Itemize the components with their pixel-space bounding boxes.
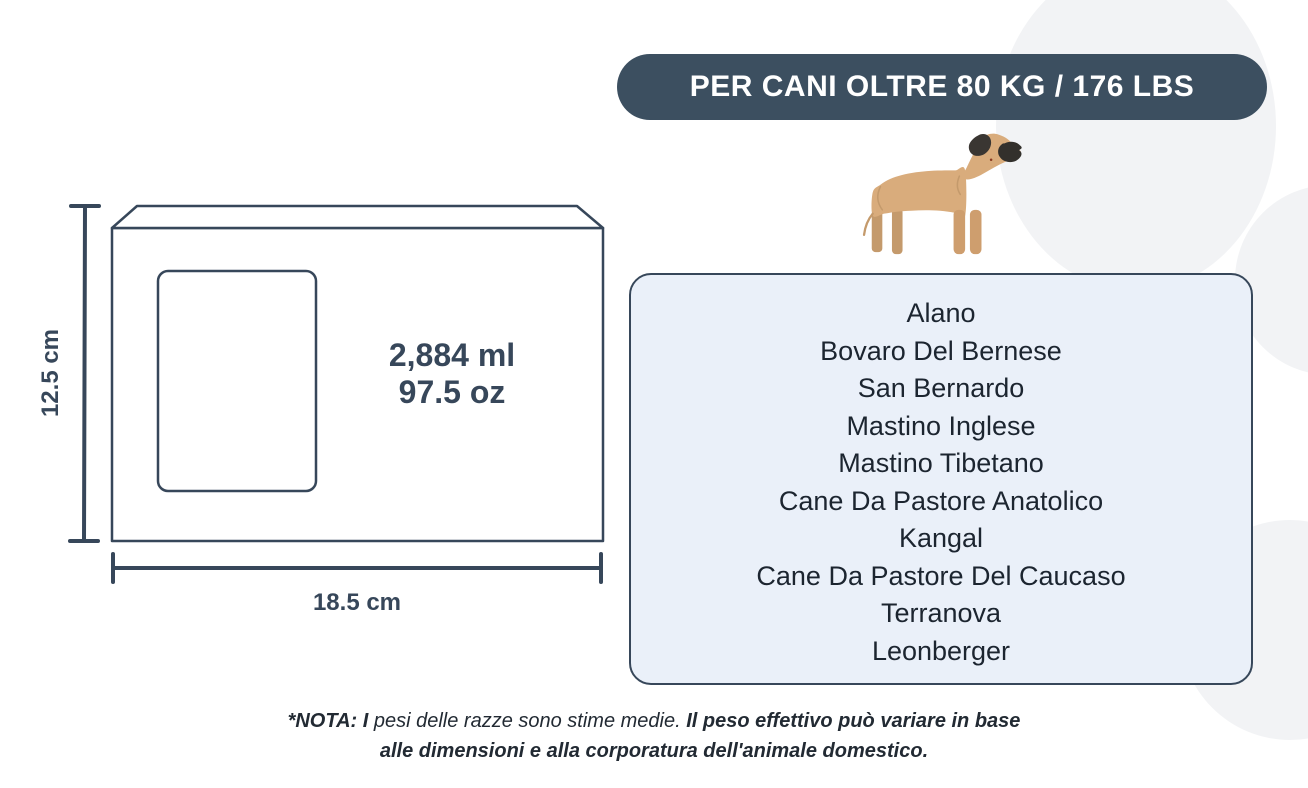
svg-text:12.5 cm: 12.5 cm — [37, 329, 64, 417]
svg-text:18.5 cm: 18.5 cm — [313, 589, 401, 616]
svg-text:2,884 ml: 2,884 ml — [389, 337, 515, 373]
svg-text:97.5 oz: 97.5 oz — [399, 374, 506, 410]
